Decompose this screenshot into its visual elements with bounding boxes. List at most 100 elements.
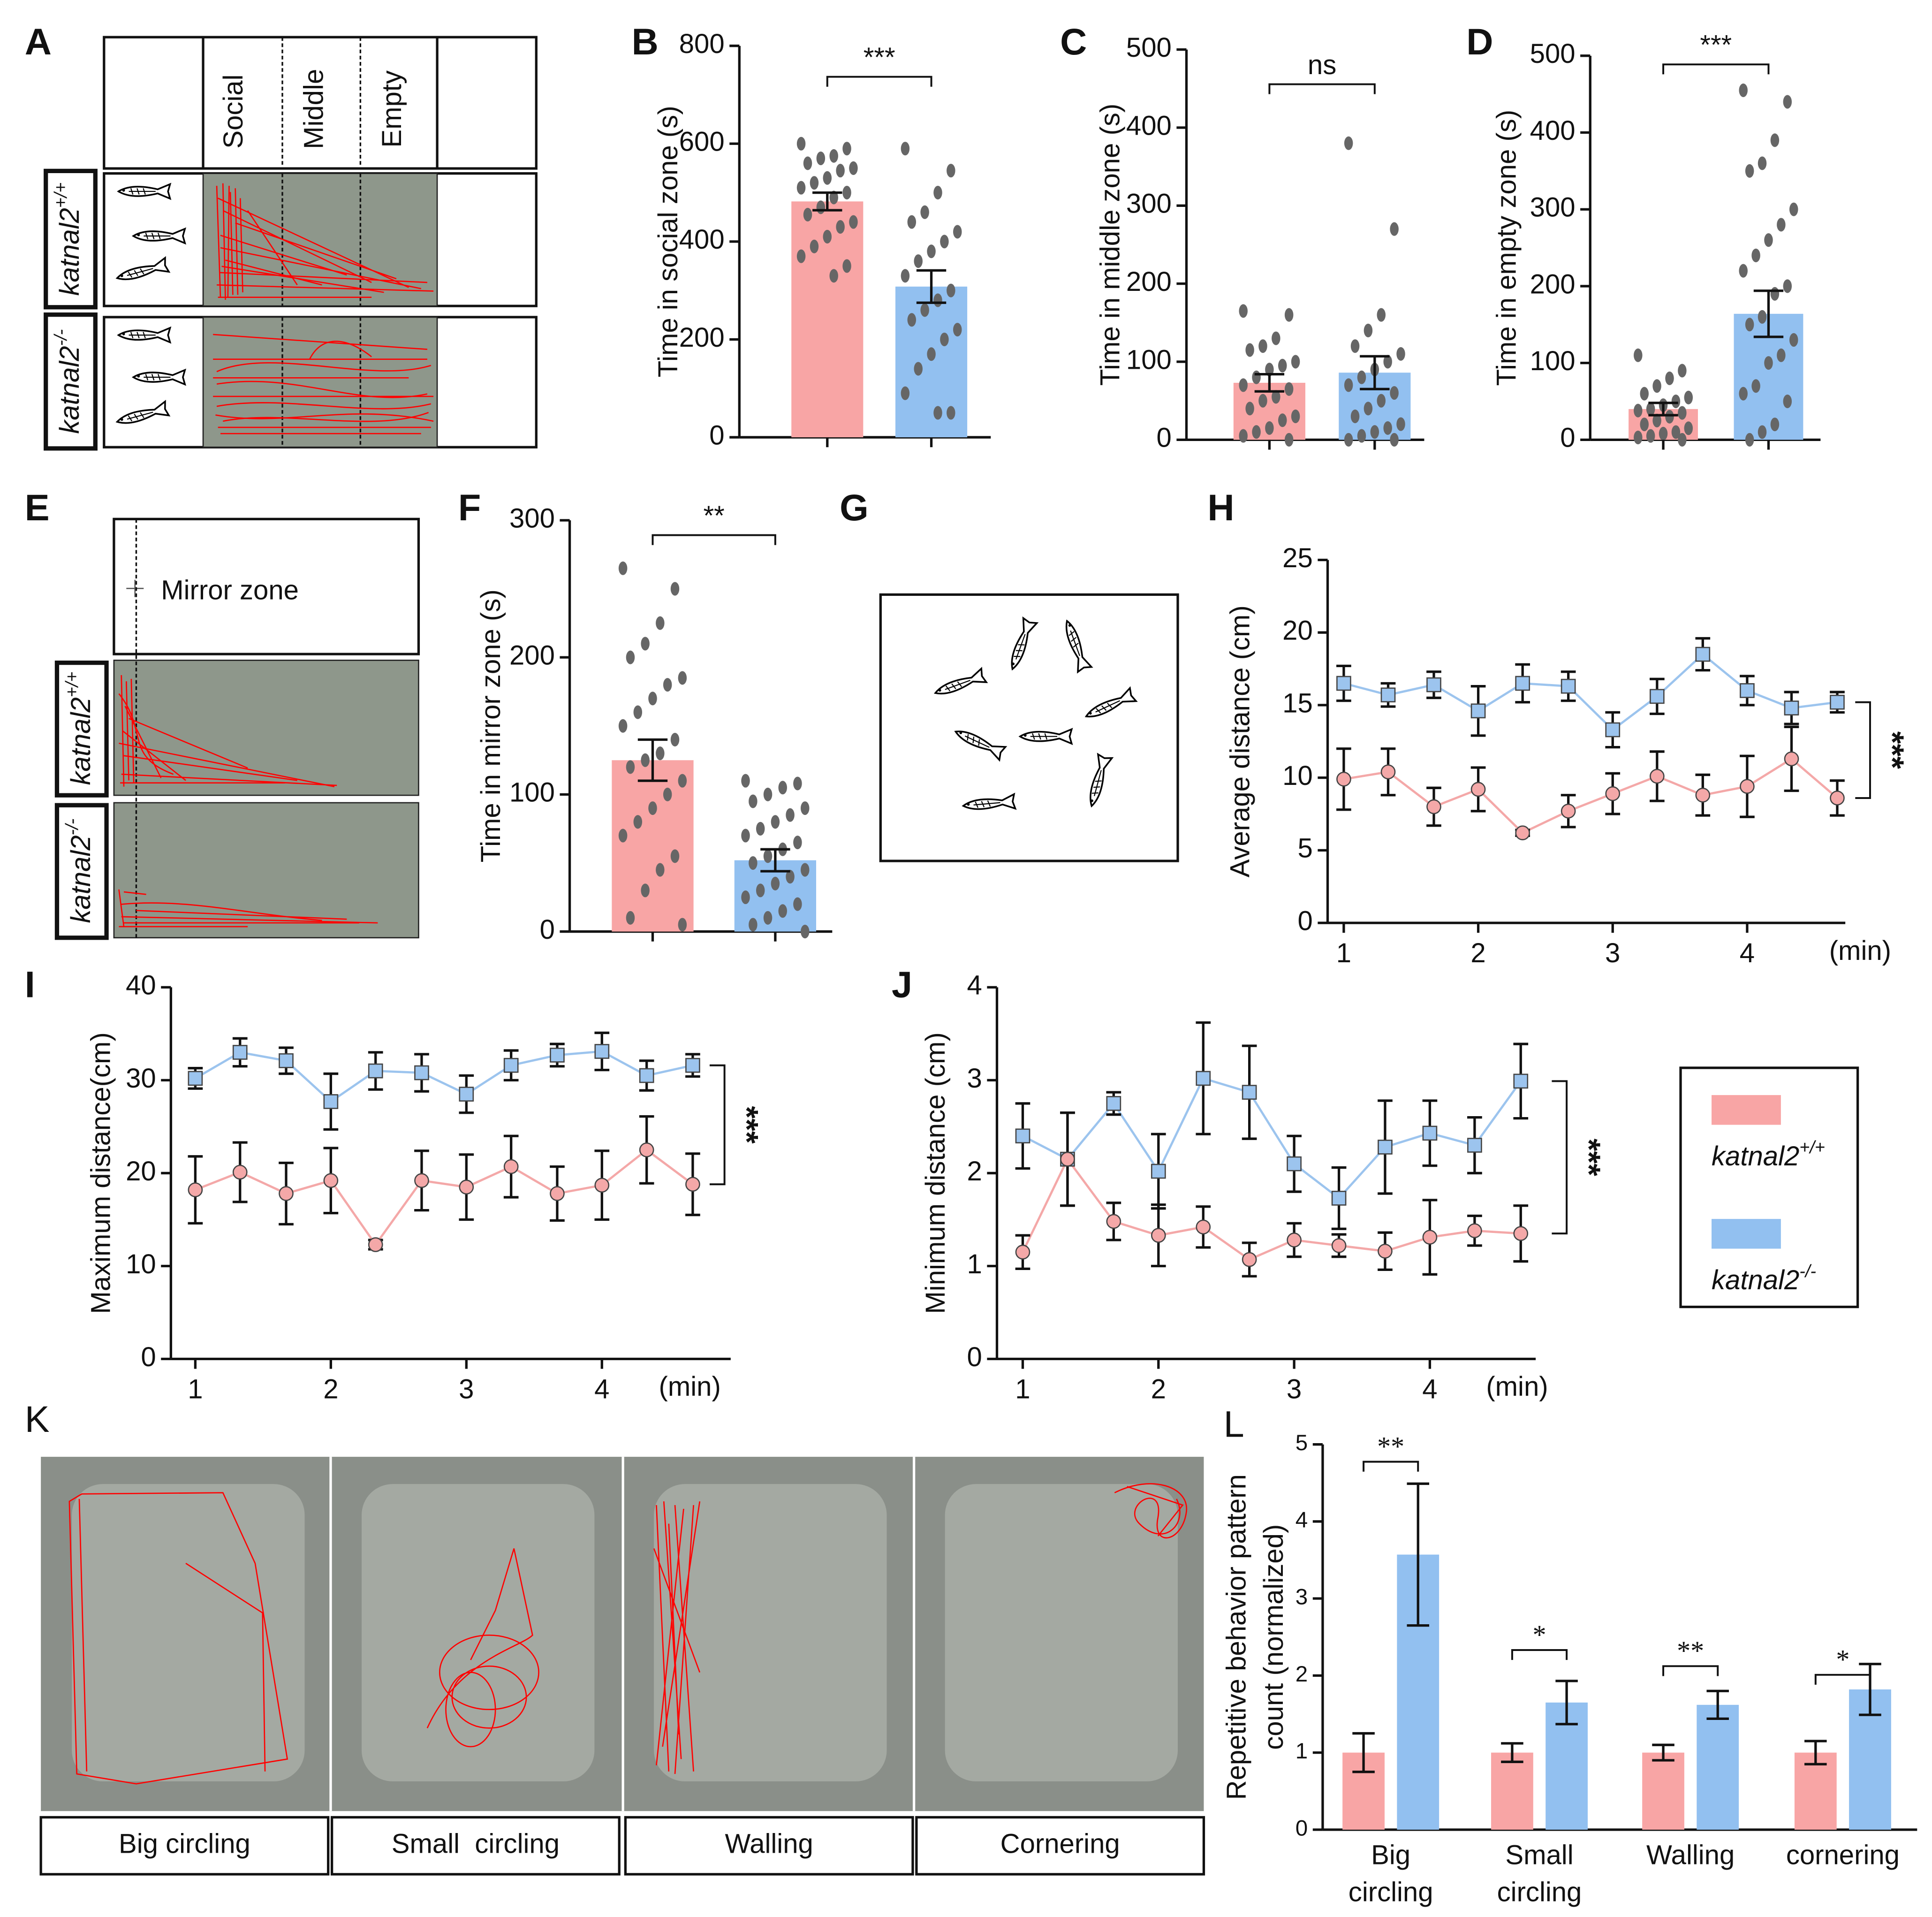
data-point xyxy=(641,637,650,651)
legend-swatch xyxy=(1712,1219,1781,1249)
data-point xyxy=(1106,1214,1121,1229)
significance-label: ** xyxy=(1677,1636,1704,1666)
data-point xyxy=(793,776,802,791)
data-point xyxy=(1605,786,1621,801)
data-point xyxy=(633,815,643,829)
y-tick-label: 500 xyxy=(1126,32,1172,63)
data-point xyxy=(1789,333,1798,347)
y-tick-label: 300 xyxy=(509,503,555,533)
data-point xyxy=(803,207,812,222)
data-point xyxy=(685,1177,700,1192)
data-point xyxy=(1640,387,1649,401)
data-point xyxy=(1770,133,1780,147)
data-point xyxy=(626,650,635,664)
series-line xyxy=(1343,653,1838,731)
data-point xyxy=(1380,764,1396,780)
data-point xyxy=(459,1087,474,1102)
y-axis-label: Repetitive behavior pattern xyxy=(1221,1474,1252,1800)
genotype-superscript: +/+ xyxy=(1799,1137,1825,1157)
y-tick-label: 30 xyxy=(126,1063,156,1094)
data-point xyxy=(1671,425,1681,439)
data-point xyxy=(1678,406,1687,420)
data-point xyxy=(836,220,845,234)
data-point xyxy=(503,1159,519,1174)
genotype-label: katnal2-/- xyxy=(62,819,96,923)
x-tick-label: 1 xyxy=(188,1374,203,1404)
data-point xyxy=(626,760,635,774)
error-bar xyxy=(1648,402,1678,417)
x-tick-label: 3 xyxy=(1287,1374,1302,1404)
gene-name: katnal2 xyxy=(54,346,85,434)
data-point xyxy=(829,149,838,163)
data-point xyxy=(1758,310,1767,324)
significance-label: ns xyxy=(1308,50,1336,80)
x-tick-label: 4 xyxy=(1740,938,1755,968)
data-point xyxy=(1378,1243,1393,1259)
y-tick-label: 200 xyxy=(1530,269,1576,299)
data-point xyxy=(778,904,787,918)
data-point xyxy=(1470,782,1486,797)
bar xyxy=(1491,1752,1533,1830)
significance-label: ** xyxy=(704,501,725,531)
data-point xyxy=(741,774,750,788)
data-point xyxy=(763,849,773,863)
x-tick-label: 4 xyxy=(594,1374,609,1404)
data-point xyxy=(1758,156,1767,170)
data-point xyxy=(685,1057,700,1073)
data-point xyxy=(1331,1238,1347,1253)
y-tick-label: 100 xyxy=(509,777,555,808)
data-point xyxy=(1380,687,1396,703)
data-point xyxy=(786,870,795,884)
significance-label: ** xyxy=(1377,1431,1404,1462)
data-point xyxy=(842,259,851,273)
data-point xyxy=(816,200,826,214)
data-point xyxy=(1634,430,1643,444)
y-tick-label: 20 xyxy=(1282,616,1313,646)
data-point xyxy=(639,1068,654,1083)
data-point xyxy=(1364,323,1373,337)
y-tick-label: 3 xyxy=(967,1063,982,1094)
data-point xyxy=(656,746,665,761)
legend: katnal2+/+ katnal2-/- xyxy=(1679,1066,1859,1308)
data-point xyxy=(842,186,851,200)
y-tick-label: 0 xyxy=(540,914,555,945)
data-point xyxy=(823,229,832,243)
data-point xyxy=(796,249,806,263)
swim-trace xyxy=(216,183,434,300)
error-bar xyxy=(1753,289,1784,338)
data-point xyxy=(1770,287,1780,301)
data-point xyxy=(648,801,657,815)
error-bar xyxy=(1859,1663,1881,1716)
y-axis-label: count (normalized) xyxy=(1258,1524,1289,1750)
significance-label: * xyxy=(1836,1644,1849,1675)
x-tick-label: 3 xyxy=(1605,938,1620,968)
data-point xyxy=(1678,364,1687,378)
panel-letter: H xyxy=(1207,487,1234,528)
frame-divider xyxy=(329,1457,916,1811)
data-point xyxy=(1278,358,1287,373)
error-bar xyxy=(1501,1742,1523,1763)
data-point xyxy=(1284,308,1294,322)
series-line xyxy=(1022,1157,1521,1261)
arena-well xyxy=(361,1484,595,1781)
error-bar xyxy=(760,848,790,873)
swim-trace xyxy=(1114,1483,1187,1539)
data-point xyxy=(1258,394,1267,408)
data-point xyxy=(639,1142,654,1157)
significance-bracket xyxy=(1511,1649,1568,1660)
data-point xyxy=(749,918,758,932)
data-point xyxy=(947,283,955,297)
data-point xyxy=(1106,1096,1121,1111)
data-point xyxy=(1350,339,1360,353)
panel-letter: A xyxy=(25,21,52,62)
x-tick-label: 3 xyxy=(459,1374,474,1404)
y-tick-label: 5 xyxy=(1296,1430,1308,1455)
y-tick-label: 15 xyxy=(1282,688,1313,718)
y-axis-label: Time in empty zone (s) xyxy=(1491,110,1522,386)
data-point xyxy=(901,269,910,283)
data-point xyxy=(1196,1219,1211,1235)
y-tick-label: 0 xyxy=(709,420,724,450)
y-tick-label: 200 xyxy=(509,640,555,671)
data-point xyxy=(414,1065,429,1080)
y-tick-label: 40 xyxy=(126,970,156,1001)
